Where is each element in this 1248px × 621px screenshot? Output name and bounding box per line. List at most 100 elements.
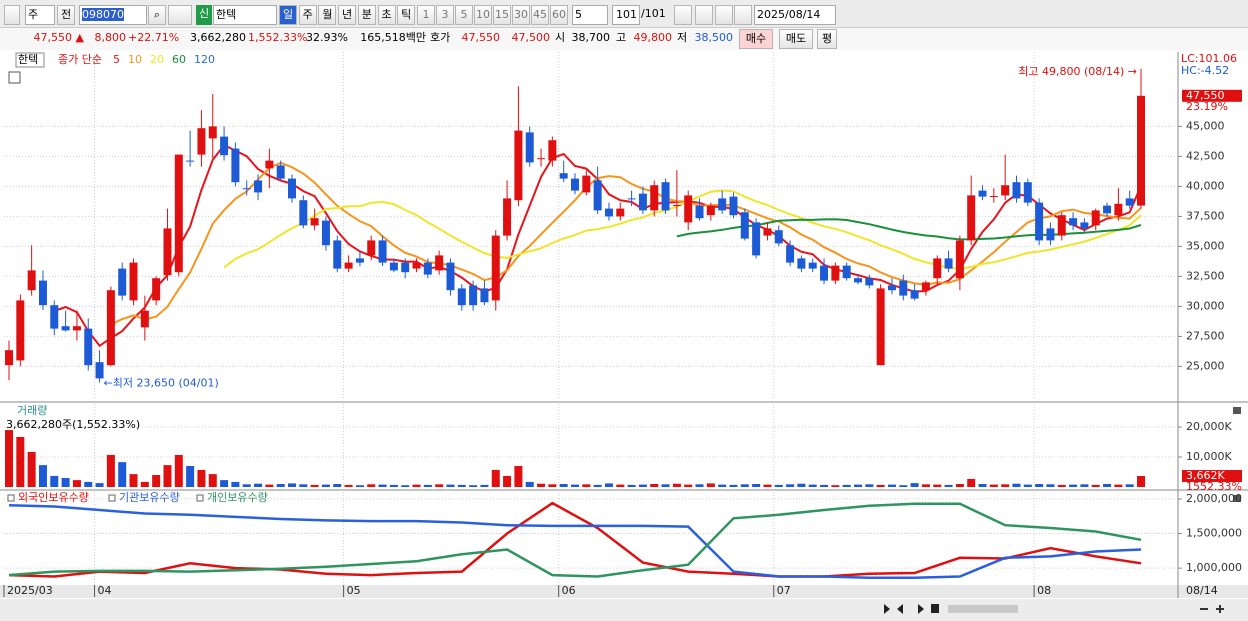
interval-button[interactable]: 5 xyxy=(455,5,473,25)
volume-bar xyxy=(16,436,25,487)
period-button[interactable]: 월 xyxy=(318,5,337,25)
legend-item: 외국인보유수량 xyxy=(18,491,89,504)
candle-body xyxy=(129,262,138,301)
toolbar: 주 전 098070 ⌕ 신 한텍 일 주 월 년 분 초 틱 1 3 5 10 15 30 45 60 5… xyxy=(0,0,1248,28)
candle-body xyxy=(593,180,602,211)
volume-bar xyxy=(967,478,976,487)
volume-bar xyxy=(921,484,930,487)
scroll-bar[interactable] xyxy=(0,599,1248,621)
holding-line xyxy=(8,502,1142,578)
period-button[interactable]: 주 xyxy=(298,5,317,25)
volume-bar xyxy=(186,466,195,487)
volume-bar xyxy=(672,483,681,487)
candle-body xyxy=(933,258,942,279)
y-tick-label: 30,000 xyxy=(1186,299,1225,312)
y-tick-label: 2,000,000 xyxy=(1186,492,1242,505)
volume-bar xyxy=(854,484,862,487)
tool-icon[interactable] xyxy=(695,5,713,25)
candle-body xyxy=(1114,203,1123,216)
interval-button[interactable]: 15 xyxy=(493,5,511,25)
candle-body xyxy=(412,262,421,269)
interval-button[interactable]: 45 xyxy=(531,5,549,25)
volume-bar xyxy=(582,484,591,487)
table-icon[interactable] xyxy=(8,71,21,84)
candle-body xyxy=(1069,218,1078,226)
interval-button[interactable]: 1 xyxy=(417,5,435,25)
candle-body xyxy=(910,290,919,299)
panel-close[interactable] xyxy=(1233,407,1241,414)
count-input[interactable]: 101 xyxy=(612,5,640,25)
volume-bar xyxy=(638,484,647,487)
candle-body xyxy=(1023,182,1032,203)
period-button[interactable]: 초 xyxy=(377,5,396,25)
avg-button[interactable]: 평 xyxy=(817,29,837,49)
x-last-label: 08/14 xyxy=(1186,584,1218,597)
period-button[interactable]: 년 xyxy=(338,5,357,25)
volume-bar xyxy=(435,484,444,487)
menu-icon[interactable] xyxy=(4,5,20,25)
volume-bar xyxy=(106,454,115,487)
count-select[interactable]: 5 xyxy=(572,5,608,25)
candle-body xyxy=(38,280,47,306)
volume-bar xyxy=(910,483,919,487)
volume-bar xyxy=(797,483,806,487)
code-input[interactable]: 098070 xyxy=(79,5,147,25)
zoom-in[interactable] xyxy=(1216,605,1224,613)
interval-button[interactable]: 30 xyxy=(512,5,530,25)
interval-button[interactable]: 60 xyxy=(550,5,568,25)
candle-body xyxy=(514,130,523,201)
candle-body xyxy=(61,326,70,331)
volume-bar xyxy=(1001,484,1010,487)
scroll-thumb[interactable] xyxy=(948,605,1018,613)
search-button[interactable]: ⌕ xyxy=(148,5,166,25)
x-tick-label: 2025/03 xyxy=(7,584,53,597)
volume-bar xyxy=(378,484,387,487)
save-icon[interactable] xyxy=(715,5,733,25)
volume-bar xyxy=(989,484,998,487)
candle-body xyxy=(469,285,478,306)
candle-body xyxy=(1035,202,1044,241)
interval-button[interactable]: 10 xyxy=(474,5,492,25)
period-button[interactable]: 일 xyxy=(279,5,297,25)
candle-body xyxy=(638,193,647,211)
turnover: 32.93% xyxy=(306,31,348,44)
volume-bar xyxy=(1080,484,1089,487)
sell-button[interactable]: 매도 xyxy=(779,29,813,49)
prev-button[interactable]: 전 xyxy=(57,5,75,25)
name-input[interactable]: 한텍 xyxy=(213,5,277,25)
settings-icon[interactable] xyxy=(734,5,752,25)
tool-icon[interactable] xyxy=(674,5,692,25)
candle-body xyxy=(389,262,398,271)
period-type-select[interactable]: 주 xyxy=(25,5,55,25)
period-button[interactable]: 분 xyxy=(357,5,376,25)
candle-body xyxy=(5,350,13,366)
volume-bar xyxy=(695,484,704,487)
sound-button[interactable] xyxy=(168,5,192,25)
volume-bar xyxy=(321,484,330,487)
y-tick-label: 1,000,000 xyxy=(1186,561,1242,574)
holding-line xyxy=(8,503,1142,580)
zoom-out[interactable] xyxy=(1200,608,1208,610)
candle-body xyxy=(548,140,557,161)
volume-bar xyxy=(174,454,183,487)
volume-bar xyxy=(978,484,987,487)
volume-bar xyxy=(865,484,874,487)
scroll-icons[interactable] xyxy=(884,604,939,614)
volume-bar xyxy=(412,484,421,487)
candle-body xyxy=(50,305,59,329)
candle-body xyxy=(1046,228,1055,241)
new-badge: 신 xyxy=(196,5,212,25)
interval-button[interactable]: 3 xyxy=(436,5,454,25)
volume-bar xyxy=(491,469,500,487)
period-button[interactable]: 틱 xyxy=(397,5,416,25)
last-volume-pct: 1552.33% xyxy=(1186,480,1242,493)
volume-bar xyxy=(525,481,534,487)
candle-body xyxy=(446,262,455,291)
volume-bar xyxy=(197,469,206,487)
buy-button[interactable]: 매수 xyxy=(739,29,773,49)
candle-body xyxy=(854,278,862,283)
volume-bar xyxy=(72,480,81,487)
volume-bar xyxy=(50,475,59,487)
date-input[interactable]: 2025/08/14 xyxy=(754,5,836,25)
panel-close[interactable] xyxy=(1233,495,1241,502)
